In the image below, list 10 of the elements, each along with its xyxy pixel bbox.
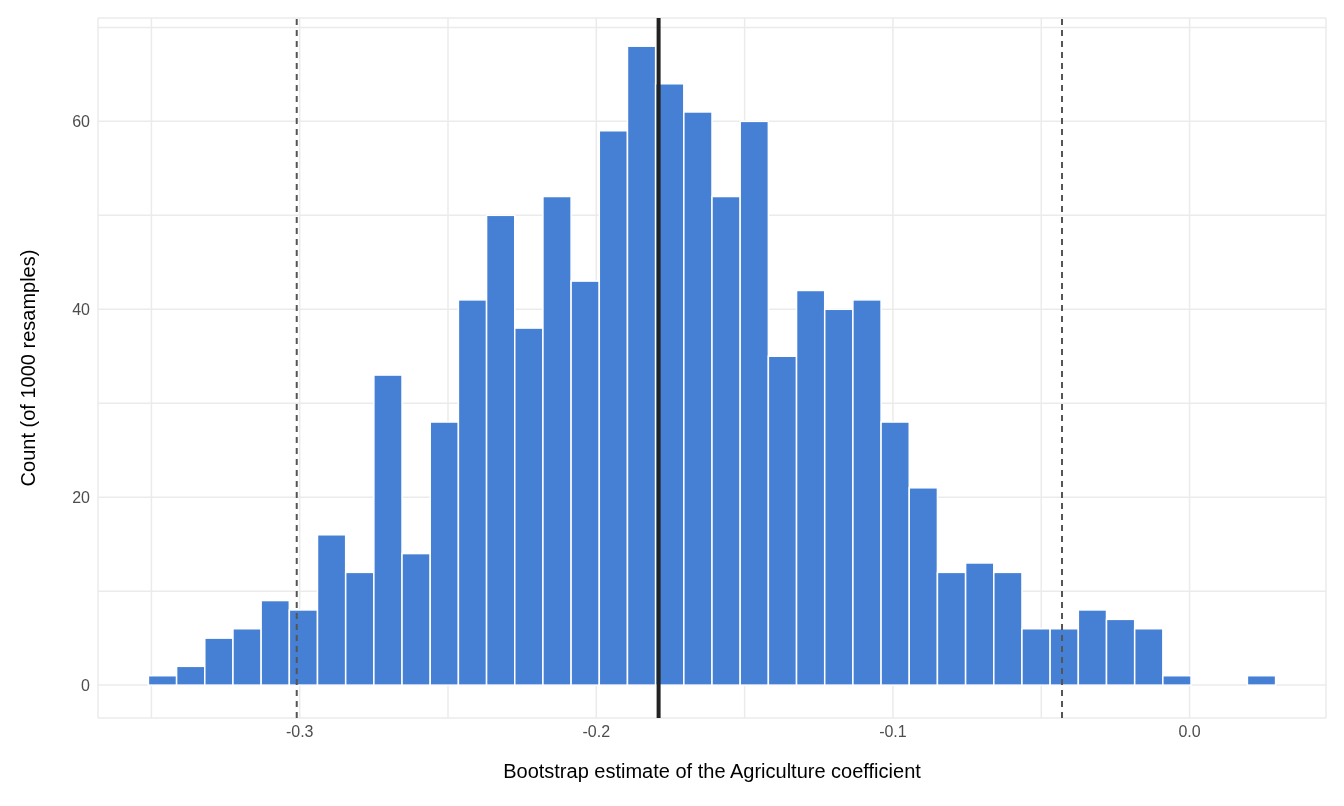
y-axis-title: Count (of 1000 resamples) bbox=[17, 249, 40, 487]
x-tick-label: -0.1 bbox=[879, 723, 907, 741]
x-tick-label: -0.3 bbox=[285, 723, 314, 741]
x-tick-label: 0.0 bbox=[1178, 723, 1201, 741]
y-tick-label: 0 bbox=[81, 676, 91, 694]
y-tick-label: 40 bbox=[72, 300, 91, 318]
y-tick-label: 20 bbox=[72, 488, 91, 506]
x-axis-title: Bootstrap estimate of the Agriculture coefficient bbox=[503, 760, 922, 782]
y-tick-label: 60 bbox=[72, 113, 91, 131]
x-tick-label: -0.2 bbox=[582, 723, 611, 741]
